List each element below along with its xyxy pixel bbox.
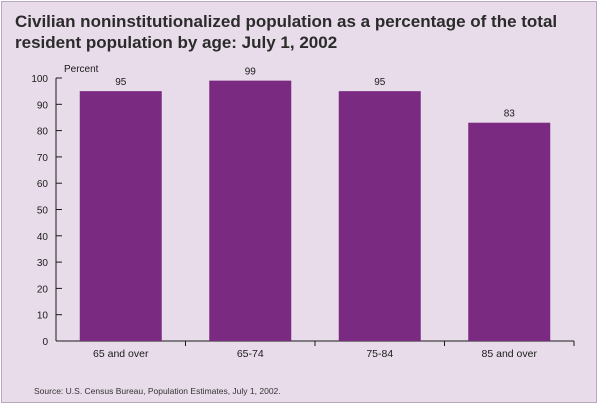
source-note: Source: U.S. Census Bureau, Population E… xyxy=(34,386,281,396)
chart-axes: 0 10 20 30 40 50 60 70 80 90 100 65 and over 65-74 75… xyxy=(31,74,575,360)
x-category-label: 75-84 xyxy=(366,348,393,360)
y-tick-label: 20 xyxy=(37,284,49,295)
x-category-label: 85 and over xyxy=(482,348,538,360)
bar xyxy=(209,80,292,341)
bar-value-label: 95 xyxy=(115,77,127,88)
bar-value-label: 83 xyxy=(504,109,516,120)
bar xyxy=(468,122,551,342)
y-tick-label: 30 xyxy=(37,258,49,269)
y-tick-label: 60 xyxy=(37,179,49,190)
bar xyxy=(79,91,162,342)
y-tick-label: 100 xyxy=(31,74,48,85)
bar xyxy=(338,91,421,342)
y-tick-label: 10 xyxy=(37,311,49,322)
y-axis-label: Percent xyxy=(64,64,99,75)
y-tick-label: 90 xyxy=(37,100,49,111)
chart-bars: 95 99 95 83 xyxy=(79,67,551,342)
bar-value-label: 99 xyxy=(245,67,257,78)
chart-title: Civilian noninstitutionalized population… xyxy=(15,12,558,52)
y-tick-label: 80 xyxy=(37,127,49,138)
x-category-label: 65 and over xyxy=(93,348,149,360)
y-tick-label: 50 xyxy=(37,206,49,217)
bar-value-label: 95 xyxy=(374,77,386,88)
y-tick-label: 70 xyxy=(37,153,49,164)
y-tick-label: 40 xyxy=(37,232,49,243)
x-category-label: 65-74 xyxy=(237,348,264,360)
y-tick-label: 0 xyxy=(42,337,48,348)
